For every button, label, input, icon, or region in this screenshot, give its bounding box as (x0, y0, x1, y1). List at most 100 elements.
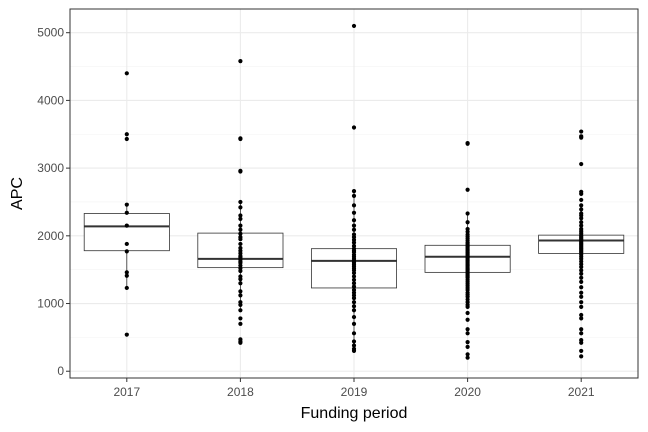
y-axis: 0 1000 2000 3000 4000 5000 (37, 26, 70, 378)
data-point (124, 270, 129, 275)
data-point (351, 331, 357, 336)
data-point (351, 314, 357, 320)
data-point (351, 223, 357, 228)
data-point (579, 268, 584, 273)
data-point (579, 312, 584, 318)
data-point (124, 132, 129, 137)
data-point (124, 249, 129, 254)
data-point (579, 331, 584, 336)
data-point (238, 169, 243, 174)
data-point (351, 125, 357, 130)
data-point (238, 136, 243, 142)
data-point (124, 273, 129, 278)
data-point (124, 71, 129, 76)
data-point (351, 308, 357, 313)
data-point (238, 321, 243, 326)
y-tick-label: 1000 (37, 297, 64, 311)
data-point (124, 210, 129, 215)
data-point (579, 203, 584, 208)
data-point (238, 216, 243, 221)
data-point (579, 129, 584, 134)
data-point (351, 343, 357, 348)
data-point (579, 264, 584, 270)
data-point (351, 339, 357, 344)
data-point (238, 213, 243, 218)
data-point (351, 210, 357, 215)
data-point (351, 284, 357, 289)
data-point (465, 220, 470, 225)
data-point (124, 241, 129, 247)
data-point (465, 211, 470, 216)
data-point (579, 223, 584, 228)
data-point (238, 289, 243, 294)
data-point (238, 231, 243, 236)
data-point (465, 355, 470, 360)
data-point (351, 240, 357, 245)
data-point (579, 191, 584, 196)
points-2020 (465, 140, 470, 360)
data-point (579, 207, 584, 212)
data-point (351, 270, 357, 276)
data-point (579, 285, 584, 290)
data-point (238, 241, 243, 247)
data-point (351, 348, 357, 354)
points-2017 (124, 71, 129, 337)
data-point (465, 141, 470, 146)
data-point (579, 197, 584, 203)
y-tick-label: 3000 (37, 161, 64, 175)
data-point (351, 300, 357, 305)
data-point (579, 327, 584, 332)
data-point (465, 304, 470, 310)
y-tick-label: 4000 (37, 93, 64, 107)
x-tick-label: 2018 (227, 385, 254, 399)
data-point (579, 348, 584, 354)
data-point (351, 189, 357, 194)
data-point (351, 321, 357, 326)
data-point (579, 275, 584, 280)
data-point (465, 317, 470, 322)
data-point (351, 23, 357, 29)
data-point (238, 281, 243, 286)
data-point (579, 271, 584, 276)
data-point (124, 285, 129, 291)
x-tick-label: 2019 (341, 385, 368, 399)
data-point (351, 203, 357, 208)
points-layer (124, 23, 584, 360)
data-point (579, 300, 584, 305)
points-2021 (579, 129, 584, 359)
data-point (465, 310, 470, 316)
points-2018 (238, 59, 243, 345)
points-2019 (351, 23, 357, 354)
data-point (465, 344, 470, 349)
data-point (124, 223, 129, 228)
data-point (238, 237, 243, 242)
data-point (238, 199, 243, 205)
data-point (579, 216, 584, 221)
x-tick-label: 2020 (454, 385, 481, 399)
y-tick-label: 5000 (37, 26, 64, 40)
data-point (124, 136, 129, 142)
data-point (465, 327, 470, 332)
data-point (351, 304, 357, 309)
data-point (238, 205, 243, 210)
data-point (238, 308, 243, 313)
data-point (124, 332, 129, 337)
data-point (351, 281, 357, 286)
data-point (238, 268, 243, 274)
data-point (238, 302, 243, 307)
data-point (579, 220, 584, 225)
y-tick-label: 0 (57, 364, 64, 378)
data-point (238, 293, 243, 298)
data-point (579, 354, 584, 359)
data-point (351, 193, 357, 198)
data-point (465, 352, 470, 357)
data-point (465, 331, 470, 336)
data-point (579, 340, 584, 345)
data-point (351, 274, 357, 279)
data-point (465, 340, 470, 345)
data-point (465, 187, 470, 192)
y-tick-label: 2000 (37, 229, 64, 243)
data-point (351, 296, 357, 301)
data-point (238, 316, 243, 321)
